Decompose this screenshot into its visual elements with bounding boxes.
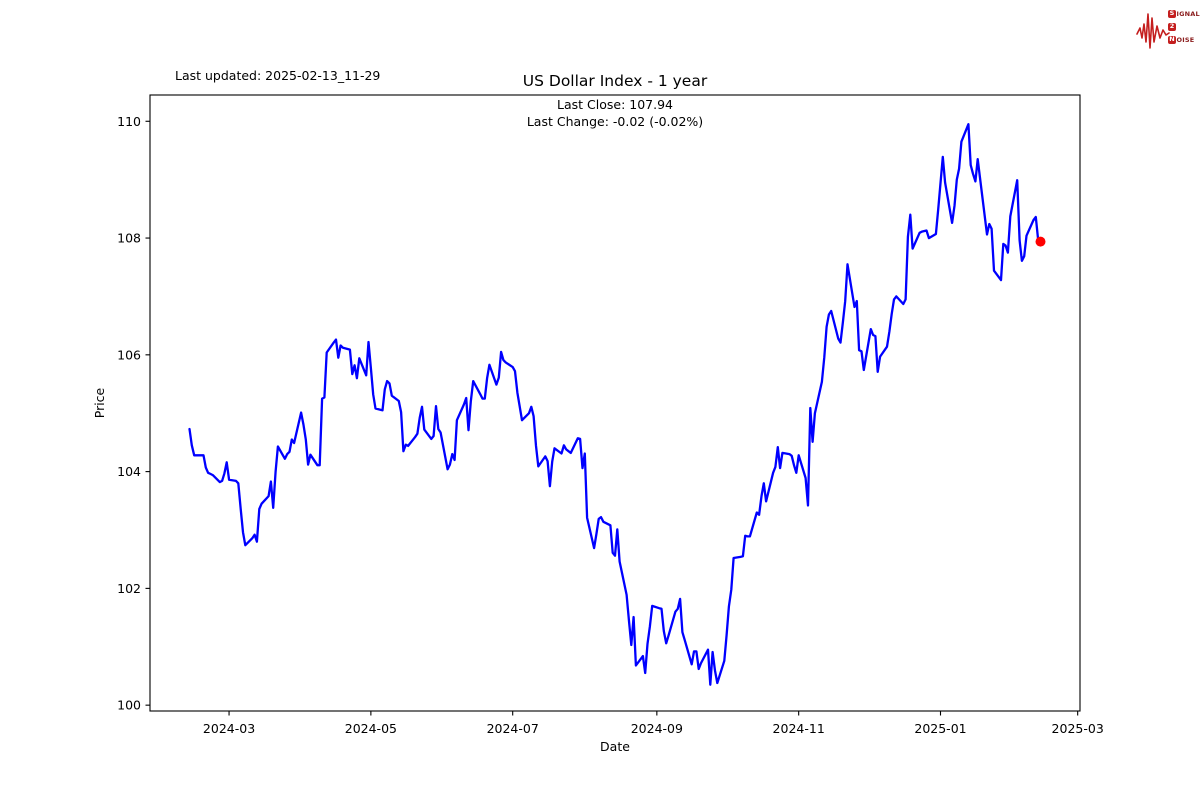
x-tick-label: 2025-03	[1052, 721, 1104, 736]
y-tick-label: 108	[117, 231, 141, 246]
y-axis-label: Price	[92, 387, 107, 418]
last-price-dot	[1035, 236, 1046, 247]
signal2noise-logo: S IGNAL 2 N OISE	[1136, 4, 1200, 50]
x-tick-label: 2024-07	[487, 721, 539, 736]
logo-letterbox-2: 2	[1168, 22, 1176, 31]
y-tick-label: 102	[117, 581, 141, 596]
y-tick-label: 104	[117, 464, 141, 479]
logo-text-oise: OISE	[1176, 35, 1195, 44]
logo-row-noise: N OISE	[1168, 33, 1200, 46]
logo-letterbox-s: S	[1168, 9, 1176, 18]
y-tick-label: 106	[117, 347, 141, 362]
last-updated-text: Last updated: 2025-02-13_11-29	[175, 68, 381, 83]
logo-text-ignal: IGNAL	[1176, 9, 1200, 18]
x-tick-label: 2024-11	[773, 721, 825, 736]
price-line	[188, 123, 1042, 686]
chart-subtitle-last-change: Last Change: -0.02 (-0.02%)	[526, 114, 704, 129]
logo-row-2: 2	[1168, 20, 1200, 33]
chart-frame	[149, 94, 1081, 712]
chart-subtitle-last-close: Last Close: 107.94	[557, 97, 673, 112]
y-tick-label: 110	[117, 114, 141, 129]
waveform-icon	[1136, 13, 1170, 49]
x-tick-label: 2024-09	[631, 721, 683, 736]
x-tick-label: 2024-03	[203, 721, 255, 736]
logo-letterbox-n: N	[1168, 35, 1176, 44]
x-tick-label: 2025-01	[914, 721, 966, 736]
logo-row-signal: S IGNAL	[1168, 7, 1200, 20]
chart-title: US Dollar Index - 1 year	[522, 72, 708, 90]
x-tick-label: 2024-05	[345, 721, 397, 736]
y-tick-label: 100	[117, 698, 141, 713]
x-axis-label: Date	[600, 739, 630, 754]
